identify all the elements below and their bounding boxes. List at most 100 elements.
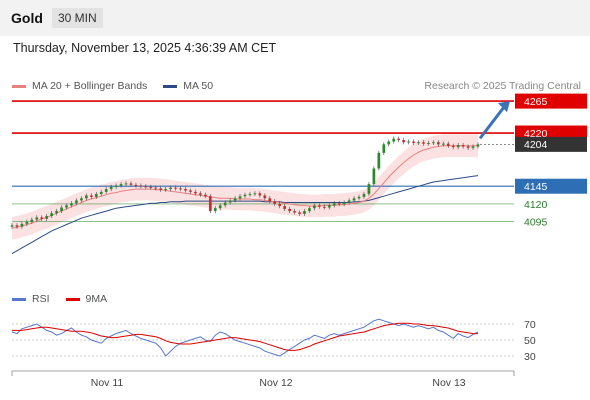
- candle-body: [298, 212, 301, 214]
- candle-body: [303, 211, 306, 214]
- rsi-tick-70: 70: [524, 319, 536, 331]
- candle-body: [129, 183, 133, 185]
- candle-body: [184, 189, 187, 191]
- candle-body: [179, 188, 182, 190]
- candle-body: [441, 143, 445, 145]
- candle-body: [154, 187, 158, 189]
- candle-body: [412, 141, 415, 143]
- candle-body: [99, 191, 103, 195]
- candle-body: [85, 195, 88, 199]
- candle-body: [402, 140, 405, 143]
- candle-body: [258, 193, 262, 196]
- candle-body: [456, 145, 460, 148]
- candle-body: [288, 208, 291, 212]
- candle-body: [417, 142, 420, 144]
- candle-body: [203, 194, 207, 197]
- candle-body: [174, 187, 177, 189]
- level-4265-tag: [515, 93, 587, 109]
- candle-body: [451, 145, 455, 148]
- ma50-line: [11, 175, 479, 255]
- candle-body: [238, 196, 242, 199]
- ma20-legend-label: MA 20 + Bollinger Bands: [32, 80, 148, 92]
- candle-body: [89, 195, 93, 197]
- x-tick-label: Nov 12: [259, 377, 292, 389]
- candle-body: [446, 143, 450, 146]
- candle-body: [109, 186, 113, 190]
- candle-body: [352, 198, 356, 201]
- price-panel: 4265 4220 4145 4120 4095 4204: [10, 93, 587, 255]
- candle-body: [114, 185, 118, 187]
- rsi-panel: 70 50 30: [11, 318, 536, 363]
- candle-body: [263, 195, 267, 199]
- candle-body: [243, 194, 247, 197]
- candle-body: [15, 225, 19, 227]
- candle-body: [313, 205, 316, 209]
- rsi-ma9-line: [12, 322, 478, 351]
- candle-body: [377, 152, 381, 169]
- candle-body: [283, 206, 287, 209]
- candle-body: [427, 142, 430, 144]
- rsi-swatch: [12, 297, 26, 301]
- candle-body: [80, 198, 83, 201]
- level-4265-label: 4265: [524, 96, 548, 108]
- candle-body: [253, 193, 257, 195]
- candle-body: [104, 189, 108, 192]
- candle-body: [60, 207, 63, 212]
- candle-body: [55, 211, 58, 214]
- candle-body: [159, 188, 163, 190]
- rsi-line: [11, 318, 479, 357]
- candle-body: [392, 138, 396, 142]
- candle-body: [149, 186, 153, 188]
- candle-body: [94, 194, 98, 197]
- candle-body: [372, 168, 376, 185]
- ma20-line: [11, 145, 478, 229]
- x-tick-label: Nov 11: [91, 377, 124, 389]
- candle-body: [45, 216, 49, 219]
- level-4120-label: 4120: [524, 199, 548, 211]
- candle-body: [476, 144, 480, 147]
- candle-body: [268, 198, 272, 202]
- candle-body: [119, 184, 123, 186]
- candle-body: [293, 211, 296, 213]
- candle-body: [332, 203, 336, 206]
- candle-body: [134, 184, 138, 186]
- candle-body: [65, 205, 68, 208]
- candle-body: [189, 190, 192, 192]
- candle-body: [308, 208, 311, 212]
- candle-body: [278, 203, 282, 207]
- interval-button[interactable]: 30 MIN: [52, 8, 103, 28]
- candle-body: [144, 186, 148, 188]
- candle-body: [30, 219, 34, 222]
- ma20-swatch: [12, 84, 26, 88]
- candle-body: [70, 203, 73, 206]
- last-price-tag: [515, 136, 587, 152]
- candle-body: [199, 193, 202, 195]
- candle-body: [337, 203, 341, 205]
- level-4220-label: 4220: [524, 128, 548, 140]
- candle-body: [164, 189, 168, 191]
- candle-body: [169, 187, 172, 190]
- candle-body: [233, 198, 237, 201]
- candle-body: [461, 145, 465, 147]
- candle-body: [228, 200, 232, 203]
- candle-body: [342, 202, 346, 204]
- candle-body: [213, 208, 217, 212]
- candle-body: [432, 142, 435, 144]
- candle-body: [208, 196, 212, 212]
- rsi-legend: RSI 9MA: [12, 293, 107, 305]
- candle-body: [422, 142, 425, 144]
- bollinger-band: [12, 134, 478, 240]
- candle-body: [407, 141, 410, 143]
- candle-body: [466, 146, 470, 148]
- candle-body: [387, 141, 391, 145]
- target-arrow-shaft: [478, 106, 506, 140]
- symbol-title: Gold: [11, 10, 43, 26]
- candle-body: [322, 206, 326, 208]
- rsi-tick-50: 50: [524, 335, 536, 347]
- candle-body: [273, 201, 277, 204]
- candle-body: [471, 146, 475, 148]
- candle-body: [40, 217, 44, 219]
- ma50-legend-label: MA 50: [183, 80, 214, 92]
- last-price-label: 4204: [524, 139, 548, 151]
- candle-body: [382, 144, 386, 153]
